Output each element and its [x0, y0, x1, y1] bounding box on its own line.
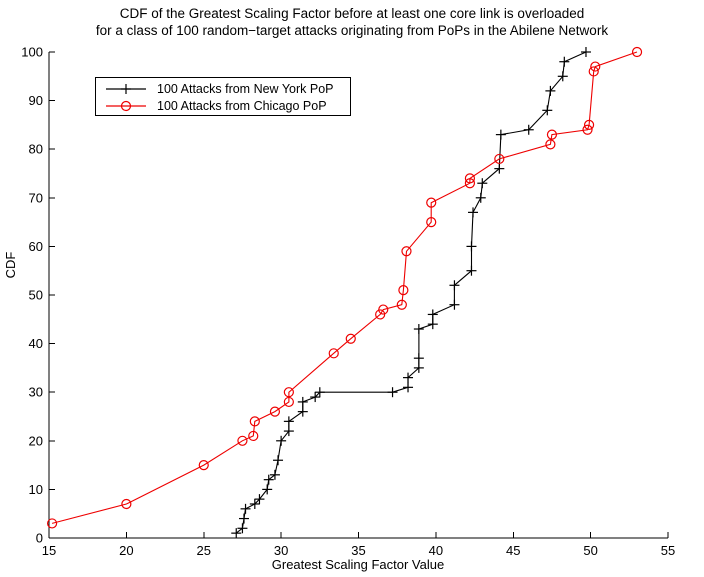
y-tick-label: 90 — [29, 93, 43, 108]
legend-marker-circle-icon — [106, 100, 146, 111]
y-tick-label: 10 — [29, 482, 43, 497]
x-tick-label: 20 — [119, 543, 133, 558]
axes — [48, 51, 669, 539]
y-tick-label: 30 — [29, 385, 43, 400]
x-tick-label: 25 — [197, 543, 211, 558]
legend-label: 100 Attacks from New York PoP — [157, 81, 334, 96]
series-chicago — [46, 46, 643, 529]
y-tick-label: 20 — [29, 433, 43, 448]
y-tick-label: 0 — [36, 531, 43, 546]
x-tick-label: 50 — [583, 543, 597, 558]
series-newyork — [231, 47, 591, 539]
x-tick-label: 40 — [429, 543, 443, 558]
series-line — [235, 51, 587, 534]
legend-item-newyork: 100 Attacks from New York PoP — [96, 80, 350, 97]
series-markers — [231, 47, 591, 539]
series-markers — [46, 46, 643, 529]
x-axis-label: Greatest Scaling Factor Value — [272, 557, 444, 572]
y-tick-label: 50 — [29, 288, 43, 303]
series-line — [51, 51, 638, 524]
chart-title-line1: CDF of the Greatest Scaling Factor befor… — [119, 6, 585, 21]
x-tick-label: 15 — [42, 543, 56, 558]
y-tick-label: 80 — [29, 142, 43, 157]
legend: 100 Attacks from New York PoP 100 Attack… — [95, 77, 351, 116]
y-tick-label: 100 — [21, 45, 43, 60]
y-axis-label: CDF — [3, 252, 18, 279]
data-series — [46, 46, 643, 539]
y-tick-label: 70 — [29, 190, 43, 205]
legend-label: 100 Attacks from Chicago PoP — [157, 98, 327, 113]
x-tick-label: 35 — [351, 543, 365, 558]
chart-title-line2: for a class of 100 random−target attacks… — [95, 23, 609, 38]
x-tick-label: 55 — [661, 543, 675, 558]
y-tick-label: 60 — [29, 239, 43, 254]
y-tick-label: 40 — [29, 336, 43, 351]
tick-labels: 15 20 25 30 35 40 45 50 55 0 10 20 30 40 50 60 70 80 90 100 — [21, 45, 675, 559]
legend-item-chicago: 100 Attacks from Chicago PoP — [96, 97, 350, 114]
x-tick-label: 30 — [274, 543, 288, 558]
x-tick-label: 45 — [506, 543, 520, 558]
legend-marker-plus-icon — [106, 83, 146, 94]
